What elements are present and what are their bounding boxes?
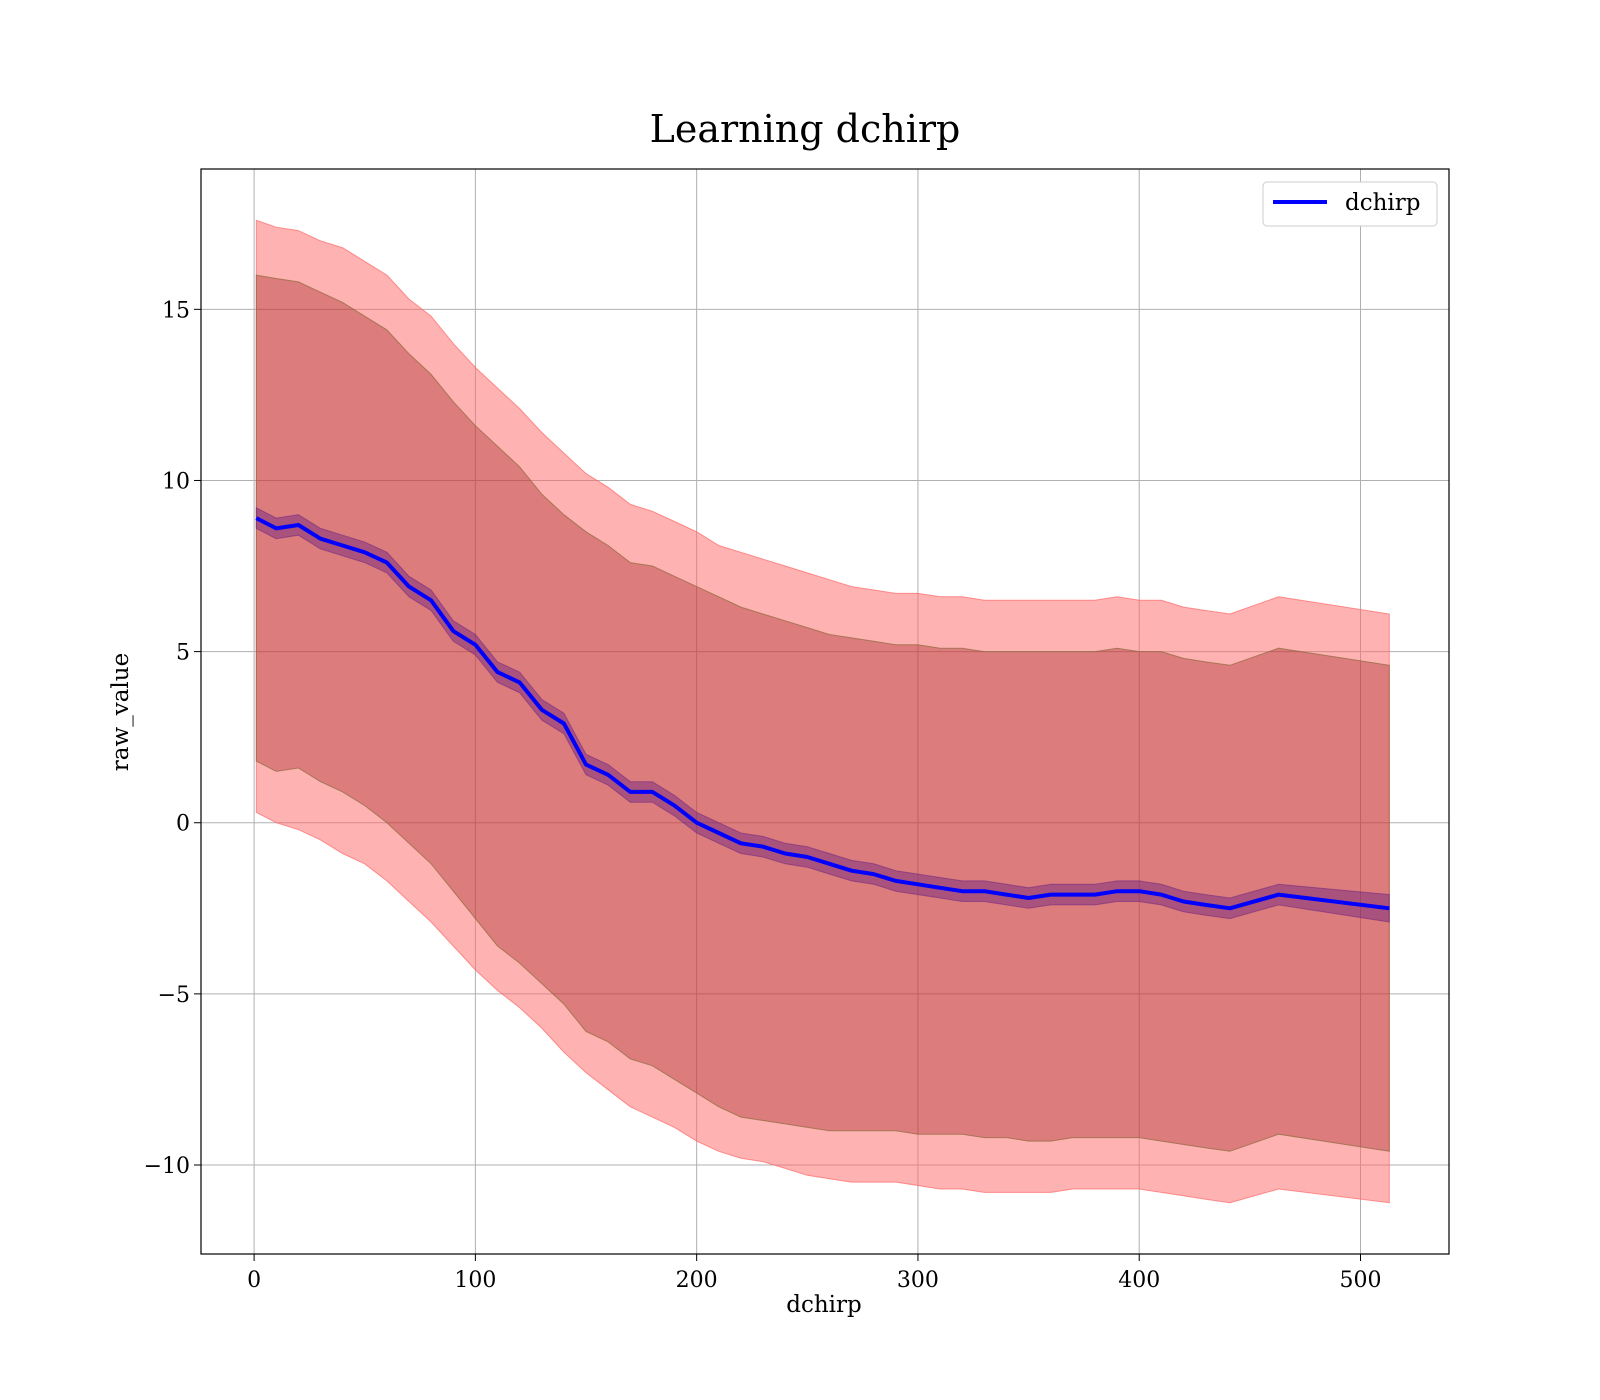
legend-label-dchirp: dchirp xyxy=(1345,190,1421,216)
y-axis-ticks: −10 −5 0 5 10 15 xyxy=(144,298,201,1179)
x-axis-title: dchirp xyxy=(786,1292,862,1318)
x-tick-label: 0 xyxy=(247,1268,261,1293)
legend: dchirp xyxy=(1262,181,1438,227)
y-tick-label: 5 xyxy=(176,641,190,666)
band-mean-std xyxy=(255,506,1390,923)
y-tick-label: 15 xyxy=(162,298,190,323)
x-tick-label: 100 xyxy=(454,1268,496,1293)
y-tick-label: −10 xyxy=(144,1154,190,1179)
y-axis-title: raw_value xyxy=(108,653,134,771)
axes-frame xyxy=(200,168,1450,1255)
x-tick-label: 500 xyxy=(1339,1268,1381,1293)
band-inner xyxy=(255,274,1390,1152)
x-axis-ticks: 0 100 200 300 400 500 xyxy=(247,1254,1381,1293)
x-tick-label: 400 xyxy=(1118,1268,1160,1293)
legend-box xyxy=(1262,181,1438,227)
x-tick-label: 300 xyxy=(897,1268,939,1293)
y-tick-label: 10 xyxy=(162,469,190,494)
x-tick-label: 200 xyxy=(676,1268,718,1293)
plot-area xyxy=(200,168,1450,1255)
y-tick-label: 0 xyxy=(176,812,190,837)
y-tick-label: −5 xyxy=(158,983,190,1008)
band-outer xyxy=(255,219,1390,1204)
chart-title: Learning dchirp xyxy=(650,107,961,151)
